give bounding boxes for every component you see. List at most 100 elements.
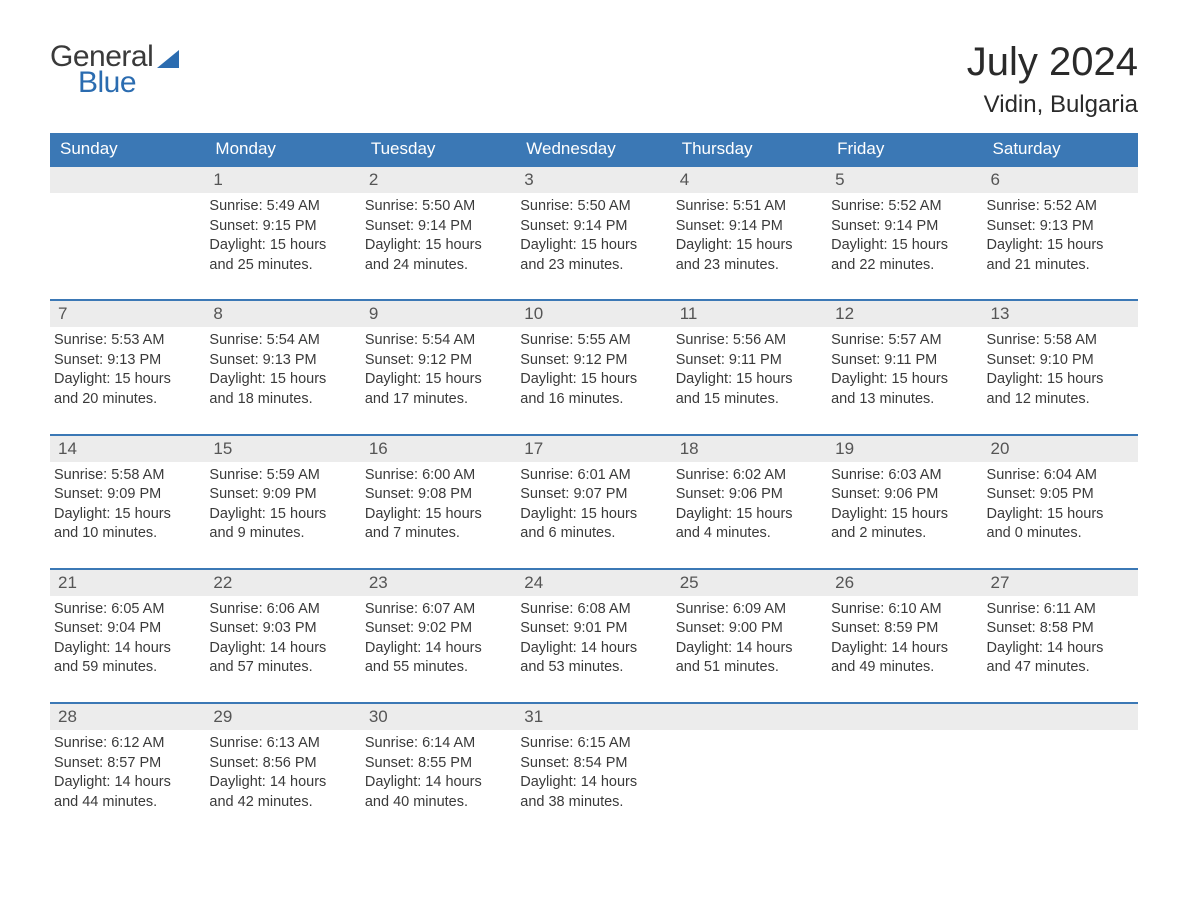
- day-daylight1: Daylight: 15 hours: [676, 505, 821, 525]
- day-cell: 22Sunrise: 6:06 AMSunset: 9:03 PMDayligh…: [205, 570, 360, 684]
- day-daylight1: Daylight: 15 hours: [209, 370, 354, 390]
- day-daylight2: and 16 minutes.: [520, 390, 665, 410]
- day-daylight2: and 44 minutes.: [54, 793, 199, 813]
- day-sunset: Sunset: 9:14 PM: [831, 217, 976, 237]
- day-cell: 8Sunrise: 5:54 AMSunset: 9:13 PMDaylight…: [205, 301, 360, 415]
- day-cell: 21Sunrise: 6:05 AMSunset: 9:04 PMDayligh…: [50, 570, 205, 684]
- day-daylight2: and 59 minutes.: [54, 658, 199, 678]
- day-daylight2: and 25 minutes.: [209, 256, 354, 276]
- day-body: Sunrise: 5:53 AMSunset: 9:13 PMDaylight:…: [50, 327, 205, 409]
- day-sunrise: Sunrise: 6:09 AM: [676, 600, 821, 620]
- day-cell: 6Sunrise: 5:52 AMSunset: 9:13 PMDaylight…: [983, 167, 1138, 281]
- day-daylight2: and 42 minutes.: [209, 793, 354, 813]
- day-cell: 2Sunrise: 5:50 AMSunset: 9:14 PMDaylight…: [361, 167, 516, 281]
- day-sunrise: Sunrise: 5:49 AM: [209, 197, 354, 217]
- day-body: Sunrise: 5:55 AMSunset: 9:12 PMDaylight:…: [516, 327, 671, 409]
- day-daylight1: Daylight: 15 hours: [520, 370, 665, 390]
- day-cell: 17Sunrise: 6:01 AMSunset: 9:07 PMDayligh…: [516, 436, 671, 550]
- day-daylight1: Daylight: 15 hours: [365, 505, 510, 525]
- day-body: Sunrise: 6:00 AMSunset: 9:08 PMDaylight:…: [361, 462, 516, 544]
- day-daylight2: and 22 minutes.: [831, 256, 976, 276]
- day-cell: 28Sunrise: 6:12 AMSunset: 8:57 PMDayligh…: [50, 704, 205, 818]
- day-daylight1: Daylight: 15 hours: [365, 370, 510, 390]
- day-cell: 23Sunrise: 6:07 AMSunset: 9:02 PMDayligh…: [361, 570, 516, 684]
- day-daylight2: and 47 minutes.: [987, 658, 1132, 678]
- weekday-cell: Saturday: [983, 133, 1138, 165]
- day-body: Sunrise: 6:08 AMSunset: 9:01 PMDaylight:…: [516, 596, 671, 678]
- day-body: Sunrise: 6:12 AMSunset: 8:57 PMDaylight:…: [50, 730, 205, 812]
- day-body: Sunrise: 5:54 AMSunset: 9:12 PMDaylight:…: [361, 327, 516, 409]
- day-body: Sunrise: 6:03 AMSunset: 9:06 PMDaylight:…: [827, 462, 982, 544]
- day-daylight2: and 10 minutes.: [54, 524, 199, 544]
- day-number: 26: [827, 570, 982, 596]
- day-number: 8: [205, 301, 360, 327]
- day-daylight1: Daylight: 14 hours: [209, 773, 354, 793]
- week-row: 1Sunrise: 5:49 AMSunset: 9:15 PMDaylight…: [50, 165, 1138, 281]
- day-number: 18: [672, 436, 827, 462]
- day-cell: 13Sunrise: 5:58 AMSunset: 9:10 PMDayligh…: [983, 301, 1138, 415]
- day-sunrise: Sunrise: 6:14 AM: [365, 734, 510, 754]
- day-sunset: Sunset: 9:12 PM: [365, 351, 510, 371]
- logo-triangle-icon: [157, 50, 179, 68]
- day-sunrise: Sunrise: 5:51 AM: [676, 197, 821, 217]
- day-body: Sunrise: 6:15 AMSunset: 8:54 PMDaylight:…: [516, 730, 671, 812]
- day-number: 28: [50, 704, 205, 730]
- day-cell: 15Sunrise: 5:59 AMSunset: 9:09 PMDayligh…: [205, 436, 360, 550]
- day-body: Sunrise: 5:52 AMSunset: 9:14 PMDaylight:…: [827, 193, 982, 275]
- day-sunrise: Sunrise: 5:58 AM: [54, 466, 199, 486]
- day-number: 2: [361, 167, 516, 193]
- day-daylight1: Daylight: 14 hours: [365, 773, 510, 793]
- day-cell: 20Sunrise: 6:04 AMSunset: 9:05 PMDayligh…: [983, 436, 1138, 550]
- day-sunrise: Sunrise: 6:05 AM: [54, 600, 199, 620]
- day-sunrise: Sunrise: 5:54 AM: [209, 331, 354, 351]
- weekday-cell: Thursday: [672, 133, 827, 165]
- day-number: 9: [361, 301, 516, 327]
- title-block: July 2024 Vidin, Bulgaria: [967, 40, 1138, 119]
- day-daylight1: Daylight: 14 hours: [520, 639, 665, 659]
- day-cell: 7Sunrise: 5:53 AMSunset: 9:13 PMDaylight…: [50, 301, 205, 415]
- day-sunrise: Sunrise: 6:08 AM: [520, 600, 665, 620]
- calendar: SundayMondayTuesdayWednesdayThursdayFrid…: [50, 133, 1138, 818]
- day-cell: [827, 704, 982, 818]
- day-sunset: Sunset: 9:09 PM: [54, 485, 199, 505]
- day-sunset: Sunset: 8:57 PM: [54, 754, 199, 774]
- day-daylight2: and 2 minutes.: [831, 524, 976, 544]
- day-daylight2: and 53 minutes.: [520, 658, 665, 678]
- day-daylight2: and 20 minutes.: [54, 390, 199, 410]
- day-cell: 24Sunrise: 6:08 AMSunset: 9:01 PMDayligh…: [516, 570, 671, 684]
- day-cell: 31Sunrise: 6:15 AMSunset: 8:54 PMDayligh…: [516, 704, 671, 818]
- day-daylight2: and 24 minutes.: [365, 256, 510, 276]
- day-sunset: Sunset: 9:11 PM: [676, 351, 821, 371]
- day-sunrise: Sunrise: 6:13 AM: [209, 734, 354, 754]
- day-daylight1: Daylight: 15 hours: [676, 370, 821, 390]
- day-cell: 14Sunrise: 5:58 AMSunset: 9:09 PMDayligh…: [50, 436, 205, 550]
- day-sunrise: Sunrise: 5:56 AM: [676, 331, 821, 351]
- day-sunrise: Sunrise: 6:12 AM: [54, 734, 199, 754]
- day-daylight2: and 6 minutes.: [520, 524, 665, 544]
- day-daylight2: and 21 minutes.: [987, 256, 1132, 276]
- day-number: 17: [516, 436, 671, 462]
- day-number: 16: [361, 436, 516, 462]
- day-sunrise: Sunrise: 5:53 AM: [54, 331, 199, 351]
- day-cell: 3Sunrise: 5:50 AMSunset: 9:14 PMDaylight…: [516, 167, 671, 281]
- weekday-header-row: SundayMondayTuesdayWednesdayThursdayFrid…: [50, 133, 1138, 165]
- weekday-cell: Tuesday: [361, 133, 516, 165]
- day-cell: 12Sunrise: 5:57 AMSunset: 9:11 PMDayligh…: [827, 301, 982, 415]
- day-sunset: Sunset: 9:14 PM: [365, 217, 510, 237]
- day-daylight1: Daylight: 15 hours: [54, 505, 199, 525]
- day-daylight1: Daylight: 14 hours: [831, 639, 976, 659]
- day-cell: [50, 167, 205, 281]
- day-number: 20: [983, 436, 1138, 462]
- day-number: [672, 704, 827, 730]
- day-sunset: Sunset: 9:13 PM: [209, 351, 354, 371]
- day-daylight2: and 23 minutes.: [520, 256, 665, 276]
- day-daylight1: Daylight: 14 hours: [520, 773, 665, 793]
- day-sunset: Sunset: 9:02 PM: [365, 619, 510, 639]
- day-body: Sunrise: 5:54 AMSunset: 9:13 PMDaylight:…: [205, 327, 360, 409]
- day-sunset: Sunset: 8:55 PM: [365, 754, 510, 774]
- day-cell: [672, 704, 827, 818]
- day-body: Sunrise: 6:14 AMSunset: 8:55 PMDaylight:…: [361, 730, 516, 812]
- day-cell: 5Sunrise: 5:52 AMSunset: 9:14 PMDaylight…: [827, 167, 982, 281]
- day-daylight2: and 17 minutes.: [365, 390, 510, 410]
- day-cell: 1Sunrise: 5:49 AMSunset: 9:15 PMDaylight…: [205, 167, 360, 281]
